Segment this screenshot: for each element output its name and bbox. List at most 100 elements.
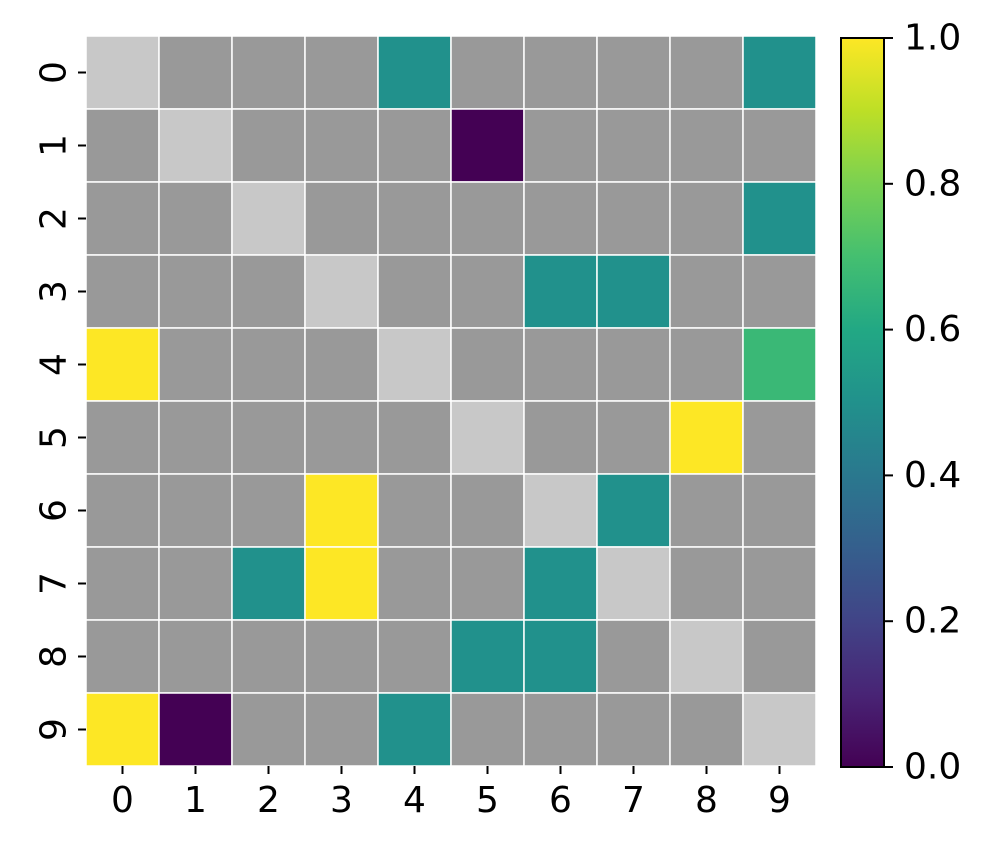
heatmap-cell-r4-c9 (742, 327, 817, 402)
heatmap-cell-r5-c8 (669, 400, 744, 475)
heatmap-cell-r1-c5 (450, 108, 525, 183)
heatmap-cell-r2-c2 (231, 181, 306, 256)
heatmap-cell-r8-c2 (231, 619, 306, 694)
heatmap-cell-r8-c0 (85, 619, 160, 694)
heatmap-cell-r4-c8 (669, 327, 744, 402)
heatmap-cell-r0-c5 (450, 35, 525, 110)
heatmap-cell-r1-c0 (85, 108, 160, 183)
x-tick-label-7: 7 (622, 780, 645, 821)
heatmap-cell-r9-c4 (377, 692, 452, 767)
colorbar-tick-label-1: 0.2 (904, 601, 961, 642)
heatmap-cell-r1-c9 (742, 108, 817, 183)
heatmap-cell-r9-c7 (596, 692, 671, 767)
heatmap-cells (85, 35, 817, 767)
heatmap-cell-r5-c9 (742, 400, 817, 475)
heatmap-cell-r4-c2 (231, 327, 306, 402)
heatmap-cell-r0-c6 (523, 35, 598, 110)
heatmap-cell-r6-c2 (231, 473, 306, 548)
heatmap-cell-r4-c1 (158, 327, 233, 402)
heatmap-cell-r7-c9 (742, 546, 817, 621)
heatmap-cell-r6-c7 (596, 473, 671, 548)
heatmap-cell-r0-c2 (231, 35, 306, 110)
heatmap-cell-r6-c1 (158, 473, 233, 548)
heatmap-cell-r9-c1 (158, 692, 233, 767)
heatmap-cell-r1-c1 (158, 108, 233, 183)
heatmap-cell-r7-c5 (450, 546, 525, 621)
heatmap-cell-r8-c9 (742, 619, 817, 694)
heatmap-cell-r3-c8 (669, 254, 744, 329)
heatmap-cell-r3-c5 (450, 254, 525, 329)
heatmap-cell-r6-c3 (304, 473, 379, 548)
heatmap-cell-r0-c0 (85, 35, 160, 110)
colorbar-ticks: 0.0 0.2 0.4 0.6 0.8 1.0 (884, 18, 961, 788)
heatmap-cell-r9-c8 (669, 692, 744, 767)
heatmap-cell-r4-c6 (523, 327, 598, 402)
heatmap-cell-r7-c1 (158, 546, 233, 621)
heatmap-cell-r5-c4 (377, 400, 452, 475)
heatmap-cell-r8-c5 (450, 619, 525, 694)
heatmap-cell-r5-c3 (304, 400, 379, 475)
heatmap-cell-r5-c0 (85, 400, 160, 475)
heatmap-cell-r8-c3 (304, 619, 379, 694)
heatmap-cell-r3-c7 (596, 254, 671, 329)
x-tick-label-2: 2 (257, 780, 280, 821)
x-tick-label-5: 5 (476, 780, 499, 821)
y-tick-label-2: 2 (34, 207, 75, 230)
heatmap-cell-r7-c3 (304, 546, 379, 621)
heatmap-cell-r0-c4 (377, 35, 452, 110)
heatmap-cell-r3-c1 (158, 254, 233, 329)
heatmap-cell-r6-c4 (377, 473, 452, 548)
heatmap-cell-r5-c6 (523, 400, 598, 475)
heatmap-cell-r0-c3 (304, 35, 379, 110)
heatmap-cell-r9-c5 (450, 692, 525, 767)
heatmap-cell-r6-c9 (742, 473, 817, 548)
heatmap-cell-r2-c9 (742, 181, 817, 256)
heatmap-cell-r3-c3 (304, 254, 379, 329)
heatmap-cell-r1-c2 (231, 108, 306, 183)
heatmap-cell-r0-c8 (669, 35, 744, 110)
y-tick-label-6: 6 (34, 499, 75, 522)
y-axis-ticks: 0 1 2 3 4 5 6 7 8 9 (34, 61, 86, 741)
heatmap-cell-r4-c3 (304, 327, 379, 402)
heatmap-cell-r9-c3 (304, 692, 379, 767)
x-tick-label-1: 1 (184, 780, 207, 821)
heatmap-cell-r8-c6 (523, 619, 598, 694)
heatmap-cell-r3-c9 (742, 254, 817, 329)
colorbar-tick-label-5: 1.0 (904, 18, 961, 59)
heatmap-cell-r8-c4 (377, 619, 452, 694)
heatmap-cell-r7-c0 (85, 546, 160, 621)
colorbar-tick-label-4: 0.8 (904, 163, 961, 204)
heatmap-cell-r3-c0 (85, 254, 160, 329)
x-tick-label-8: 8 (695, 780, 718, 821)
heatmap-cell-r6-c0 (85, 473, 160, 548)
heatmap-cell-r3-c4 (377, 254, 452, 329)
heatmap-cell-r9-c0 (85, 692, 160, 767)
heatmap-cell-r7-c6 (523, 546, 598, 621)
colorbar: 0.0 0.2 0.4 0.6 0.8 1.0 (840, 18, 961, 788)
heatmap-cell-r9-c6 (523, 692, 598, 767)
heatmap-cell-r5-c5 (450, 400, 525, 475)
colorbar-tick-label-3: 0.6 (904, 309, 961, 350)
heatmap-cell-r7-c7 (596, 546, 671, 621)
heatmap-cell-r4-c0 (85, 327, 160, 402)
heatmap-cell-r2-c0 (85, 181, 160, 256)
heatmap-cell-r9-c9 (742, 692, 817, 767)
heatmap-cell-r1-c4 (377, 108, 452, 183)
heatmap-cell-r7-c4 (377, 546, 452, 621)
x-tick-label-4: 4 (403, 780, 426, 821)
y-tick-label-8: 8 (34, 645, 75, 668)
y-tick-label-5: 5 (34, 426, 75, 449)
heatmap-cell-r5-c2 (231, 400, 306, 475)
heatmap-cell-r9-c2 (231, 692, 306, 767)
heatmap-cell-r2-c8 (669, 181, 744, 256)
x-tick-label-9: 9 (768, 780, 791, 821)
heatmap-cell-r7-c2 (231, 546, 306, 621)
y-tick-label-1: 1 (34, 134, 75, 157)
colorbar-gradient (840, 37, 885, 768)
heatmap-cell-r3-c2 (231, 254, 306, 329)
heatmap-cell-r8-c1 (158, 619, 233, 694)
heatmap-cell-r5-c7 (596, 400, 671, 475)
heatmap-cell-r6-c6 (523, 473, 598, 548)
heatmap-cell-r6-c5 (450, 473, 525, 548)
